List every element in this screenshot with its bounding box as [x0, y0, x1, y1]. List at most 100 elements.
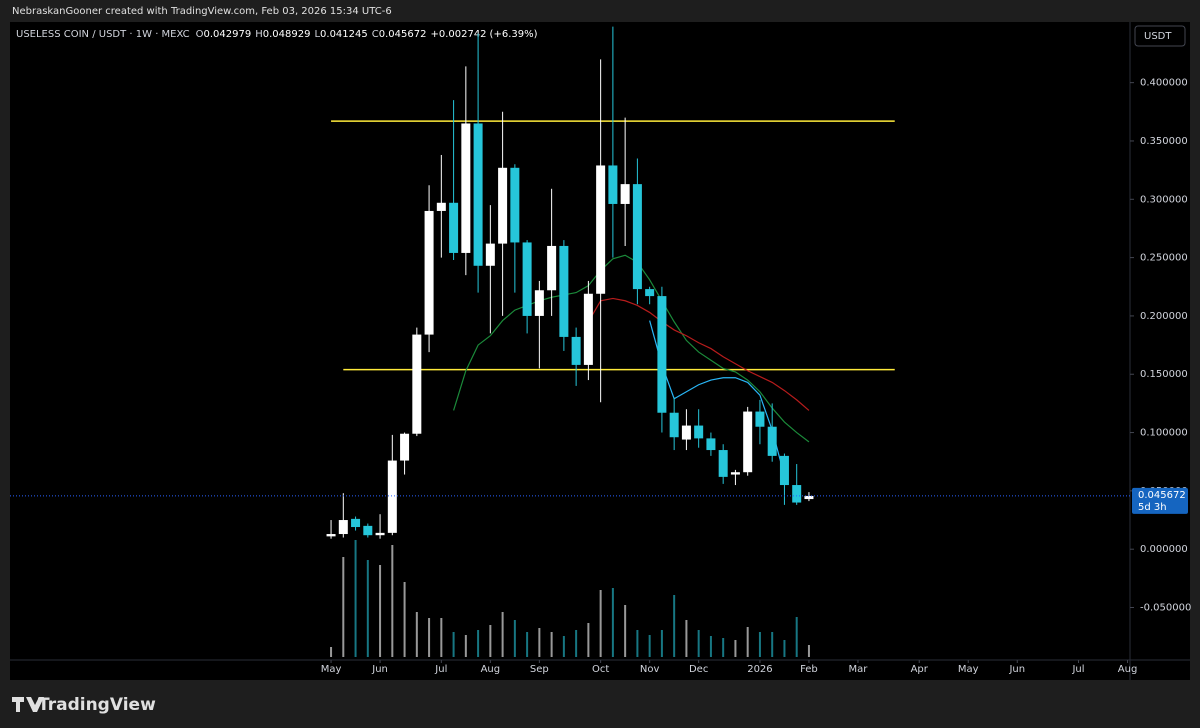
candle-body: [596, 165, 606, 294]
candle-body: [473, 123, 483, 266]
x-tick-label: May: [958, 664, 979, 675]
y-tick-label: 0.000000: [1140, 544, 1188, 555]
x-tick-label: May: [321, 664, 342, 675]
volume-bar: [501, 612, 504, 657]
volume-bar: [807, 645, 810, 657]
indicator-line: [453, 254, 810, 443]
volume-bar: [391, 545, 394, 657]
candle-body: [547, 245, 557, 291]
volume-bar: [452, 632, 455, 657]
candle-body: [326, 534, 336, 537]
volume-bar: [342, 557, 345, 657]
candle-body: [375, 532, 385, 536]
ohlc-letter: O: [196, 29, 204, 40]
x-tick-label: Mar: [849, 664, 869, 675]
x-tick-label: Jun: [371, 664, 388, 675]
candle-body: [498, 167, 508, 244]
candle-body: [461, 123, 471, 253]
x-tick-label: Apr: [911, 664, 929, 675]
volume-bar: [562, 636, 565, 657]
candle-body: [743, 411, 753, 473]
volume-bar: [709, 636, 712, 657]
x-tick-label: Jun: [1008, 664, 1025, 675]
volume-bar: [538, 628, 541, 657]
y-tick-label: 0.100000: [1140, 428, 1188, 439]
currency-button[interactable]: [1134, 25, 1186, 47]
candle-body: [363, 525, 373, 536]
y-tick-label: 0.150000: [1140, 369, 1188, 380]
change-pct: (+6.39%): [490, 29, 538, 40]
candle-body: [412, 334, 422, 434]
volume-bar: [354, 540, 357, 657]
last-price-box: [1132, 487, 1188, 514]
candle-body: [559, 245, 569, 337]
x-tick-label: Aug: [481, 664, 501, 675]
volume-bar: [758, 632, 761, 657]
ohlc-value: 0.045672: [379, 29, 427, 40]
candle-body: [338, 520, 348, 535]
candle-body: [534, 290, 544, 316]
x-tick-label: Oct: [592, 664, 609, 675]
ohlc-letter: H: [255, 29, 263, 40]
candle-body: [571, 336, 581, 365]
y-tick-label: 0.250000: [1140, 253, 1188, 264]
candle-body: [510, 167, 520, 243]
chart-panel: [10, 22, 1190, 680]
last-price-label: 0.045672: [1138, 490, 1186, 501]
candle-body: [779, 455, 789, 486]
x-tick-label: Dec: [689, 664, 708, 675]
candle-body: [694, 425, 704, 439]
candle-body: [387, 460, 397, 533]
ohlc-value: 0.048929: [263, 29, 311, 40]
currency-label[interactable]: USDT: [1144, 31, 1172, 42]
volume-bar: [403, 582, 406, 657]
y-tick-label: 0.200000: [1140, 311, 1188, 322]
candle-body: [449, 202, 459, 253]
volume-bar: [477, 630, 480, 657]
x-tick-label: Jul: [1071, 664, 1084, 675]
candle-body: [755, 411, 765, 427]
volume-bar: [489, 625, 492, 657]
volume-bar: [366, 560, 369, 657]
candle-body: [620, 184, 630, 204]
candle-body: [804, 495, 814, 500]
x-tick-label: Feb: [800, 664, 818, 675]
x-tick-label: Jul: [434, 664, 447, 675]
candle-body: [681, 425, 691, 440]
y-tick-label: -0.050000: [1140, 603, 1191, 614]
change: +0.002742: [430, 29, 486, 40]
ohlc-value: 0.042979: [203, 29, 251, 40]
logo: [12, 697, 44, 712]
volume-bar: [624, 605, 627, 657]
ohlc-letter: C: [372, 29, 379, 40]
volume-bar: [379, 565, 382, 657]
volume-bar: [648, 635, 651, 657]
symbol: USELESS COIN / USDT · 1W · MEXC: [16, 29, 190, 40]
x-tick-label: Nov: [640, 664, 660, 675]
candle-body: [645, 289, 655, 297]
volume-bar: [575, 630, 578, 657]
brand: TradingView: [38, 695, 156, 715]
indicator-line: [649, 320, 786, 476]
candle-body: [706, 438, 716, 451]
volume-bar: [783, 640, 786, 657]
volume-bar: [513, 620, 516, 657]
ohlc-letter: L: [314, 29, 320, 40]
logo-icon: [12, 697, 44, 712]
volume-bar: [697, 630, 700, 657]
volume-bar: [771, 632, 774, 657]
attribution: NebraskanGooner created with TradingView…: [12, 6, 392, 17]
volume-bar: [636, 630, 639, 657]
indicator-line: [587, 297, 810, 411]
volume-bar: [746, 627, 749, 657]
candle-body: [522, 242, 532, 316]
ohlc-value: 0.041245: [320, 29, 368, 40]
candle-body: [485, 243, 495, 266]
volume-bar: [673, 595, 676, 657]
candle-body: [608, 165, 618, 204]
symbol-header: USELESS COIN / USDT · 1W · MEXC O0.042979…: [16, 29, 538, 40]
x-tick-label: Sep: [530, 664, 549, 675]
candle-body: [718, 450, 728, 477]
candle-body: [669, 412, 679, 438]
